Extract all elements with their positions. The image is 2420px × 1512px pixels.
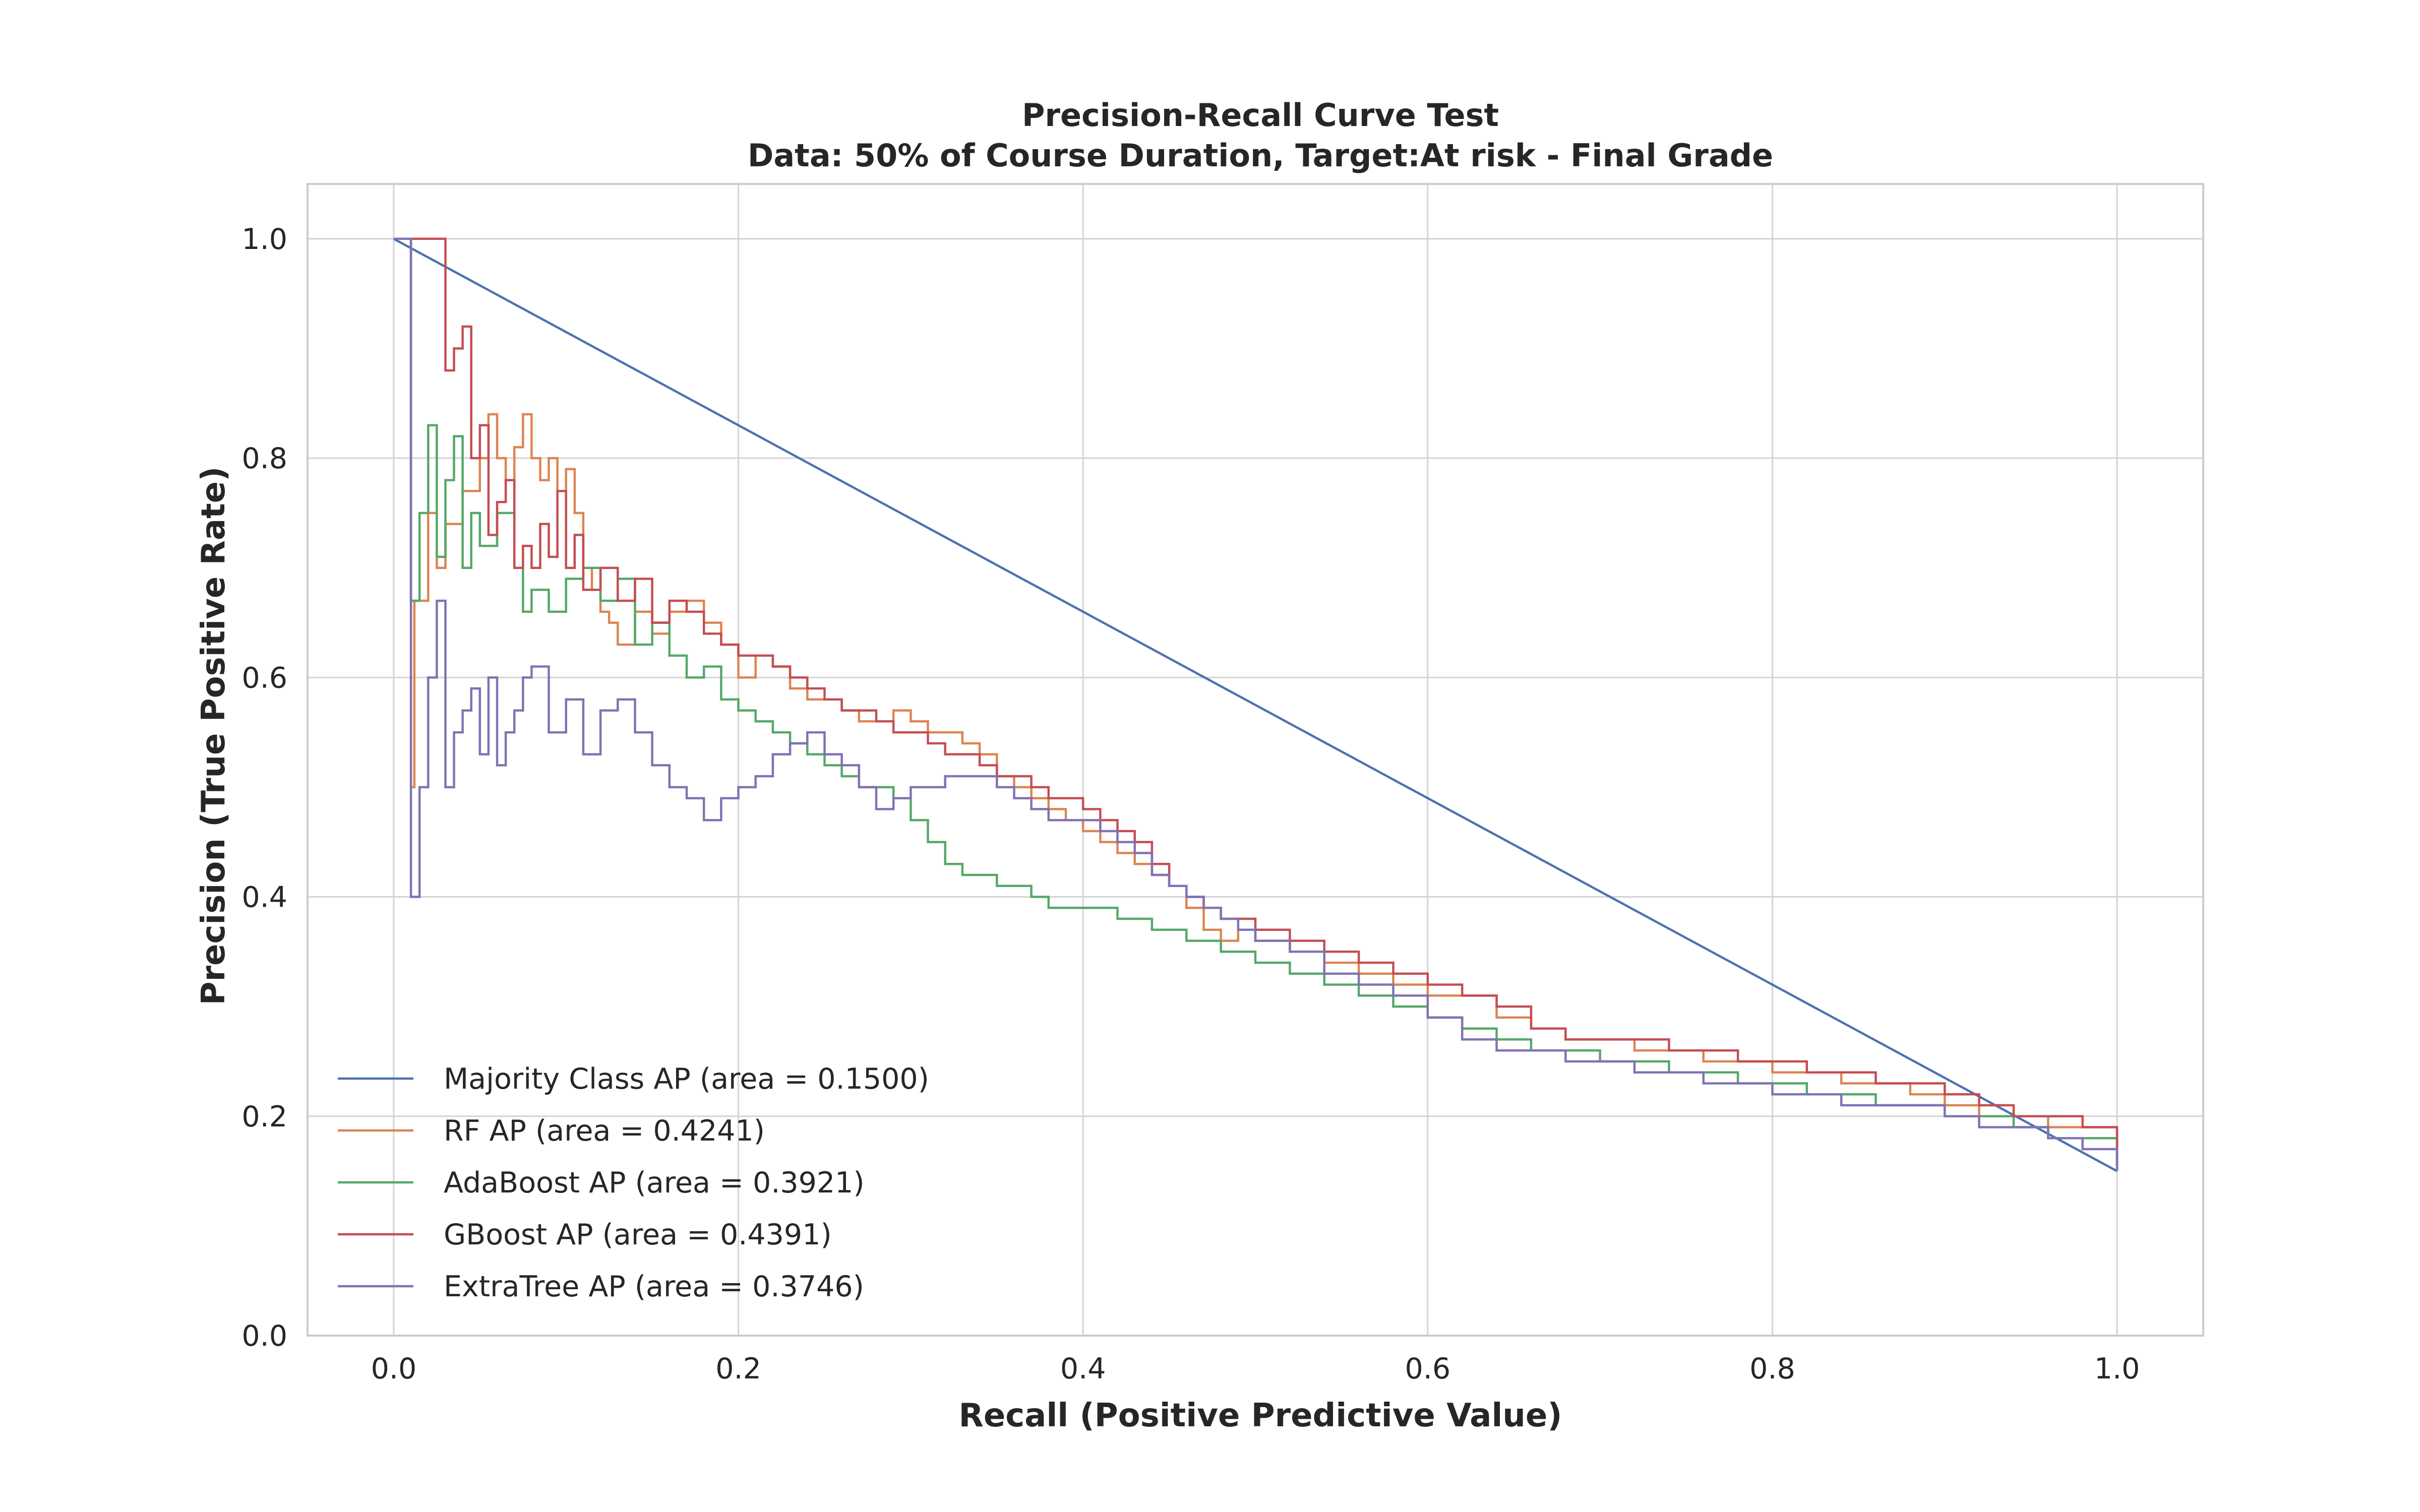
chart-subtitle: Data: 50% of Course Duration, Target:At … (748, 137, 1773, 174)
legend-label: Majority Class AP (area = 0.1500) (444, 1062, 929, 1096)
x-tick-label: 0.0 (371, 1352, 417, 1385)
y-tick-labels: 0.0 0.2 0.4 0.6 0.8 1.0 (241, 223, 287, 1353)
legend-label: GBoost AP (area = 0.4391) (444, 1218, 832, 1251)
x-tick-label: 0.6 (1405, 1352, 1450, 1385)
series-line-0 (393, 237, 2118, 1172)
series-group (393, 237, 2119, 1172)
legend-label: RF AP (area = 0.4241) (444, 1114, 765, 1148)
x-tick-label: 0.4 (1060, 1352, 1106, 1385)
y-tick-label: 0.2 (241, 1100, 287, 1133)
y-axis-label: Precision (True Positive Rate) (195, 467, 232, 1005)
y-tick-label: 0.8 (241, 442, 287, 475)
legend: Majority Class AP (area = 0.1500) RF AP (… (338, 1062, 929, 1303)
x-tick-label: 0.8 (1749, 1352, 1795, 1385)
series-line-3 (393, 237, 2119, 1166)
series-line-4 (393, 237, 2119, 1171)
x-tick-label: 0.2 (715, 1352, 761, 1385)
x-tick-labels: 0.0 0.2 0.4 0.6 0.8 1.0 (371, 1352, 2140, 1385)
legend-label: AdaBoost AP (area = 0.3921) (444, 1166, 865, 1200)
y-tick-label: 0.4 (241, 881, 287, 914)
x-tick-label: 1.0 (2094, 1352, 2140, 1385)
chart-title: Precision-Recall Curve Test (1022, 97, 1499, 134)
plot-frame (307, 183, 2204, 1337)
x-axis-label: Recall (Positive Predictive Value) (959, 1397, 1562, 1434)
y-tick-label: 1.0 (241, 223, 287, 256)
y-tick-label: 0.6 (241, 661, 287, 695)
y-tick-label: 0.0 (241, 1319, 287, 1353)
legend-label: ExtraTree AP (area = 0.3746) (444, 1270, 864, 1303)
